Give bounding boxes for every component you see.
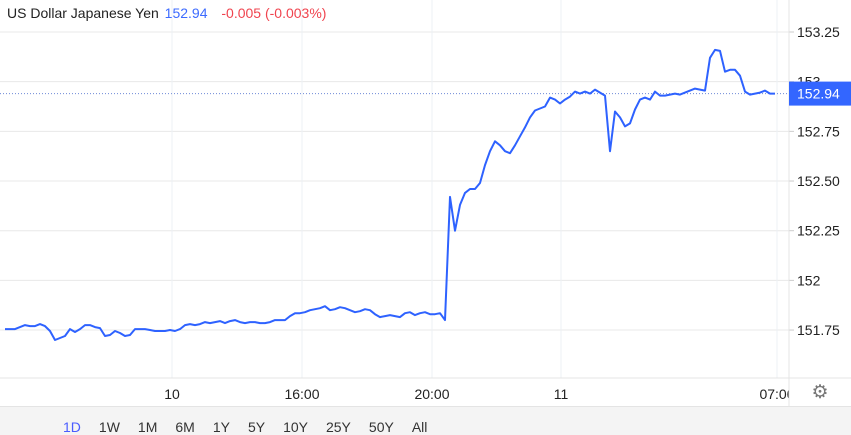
chart-header: US Dollar Japanese Yen 152.94 -0.005 (-0… (7, 5, 326, 21)
y-tick-label: 151.75 (797, 322, 840, 338)
y-tick-label: 152.50 (797, 173, 840, 189)
range-1y[interactable]: 1Y (213, 419, 230, 435)
last-price-label: 152.94 (797, 86, 840, 102)
x-tick-label: 20:00 (414, 386, 449, 402)
x-tick-label: 10 (164, 386, 180, 402)
range-1w[interactable]: 1W (99, 419, 120, 435)
range-1d[interactable]: 1D (63, 419, 81, 435)
y-tick-label: 152 (797, 272, 821, 288)
range-5y[interactable]: 5Y (248, 419, 265, 435)
range-bar: 1D 1W 1M 6M 1Y 5Y 10Y 25Y 50Y All (0, 406, 851, 435)
instrument-name: US Dollar Japanese Yen (7, 5, 159, 21)
range-1m[interactable]: 1M (138, 419, 157, 435)
price-chart[interactable]: 151.75152152.25152.50152.75153153.251016… (0, 0, 851, 406)
y-tick-label: 153.25 (797, 24, 840, 40)
gear-icon[interactable]: ⚙ (810, 383, 830, 403)
range-25y[interactable]: 25Y (326, 419, 351, 435)
price-change: -0.005 (-0.003%) (221, 5, 326, 21)
range-10y[interactable]: 10Y (283, 419, 308, 435)
y-tick-label: 152.75 (797, 123, 840, 139)
range-all[interactable]: All (412, 419, 428, 435)
range-6m[interactable]: 6M (175, 419, 194, 435)
current-price: 152.94 (165, 5, 208, 21)
range-50y[interactable]: 50Y (369, 419, 394, 435)
x-tick-label: 16:00 (284, 386, 319, 402)
y-tick-label: 152.25 (797, 223, 840, 239)
x-tick-label: 11 (554, 386, 569, 402)
